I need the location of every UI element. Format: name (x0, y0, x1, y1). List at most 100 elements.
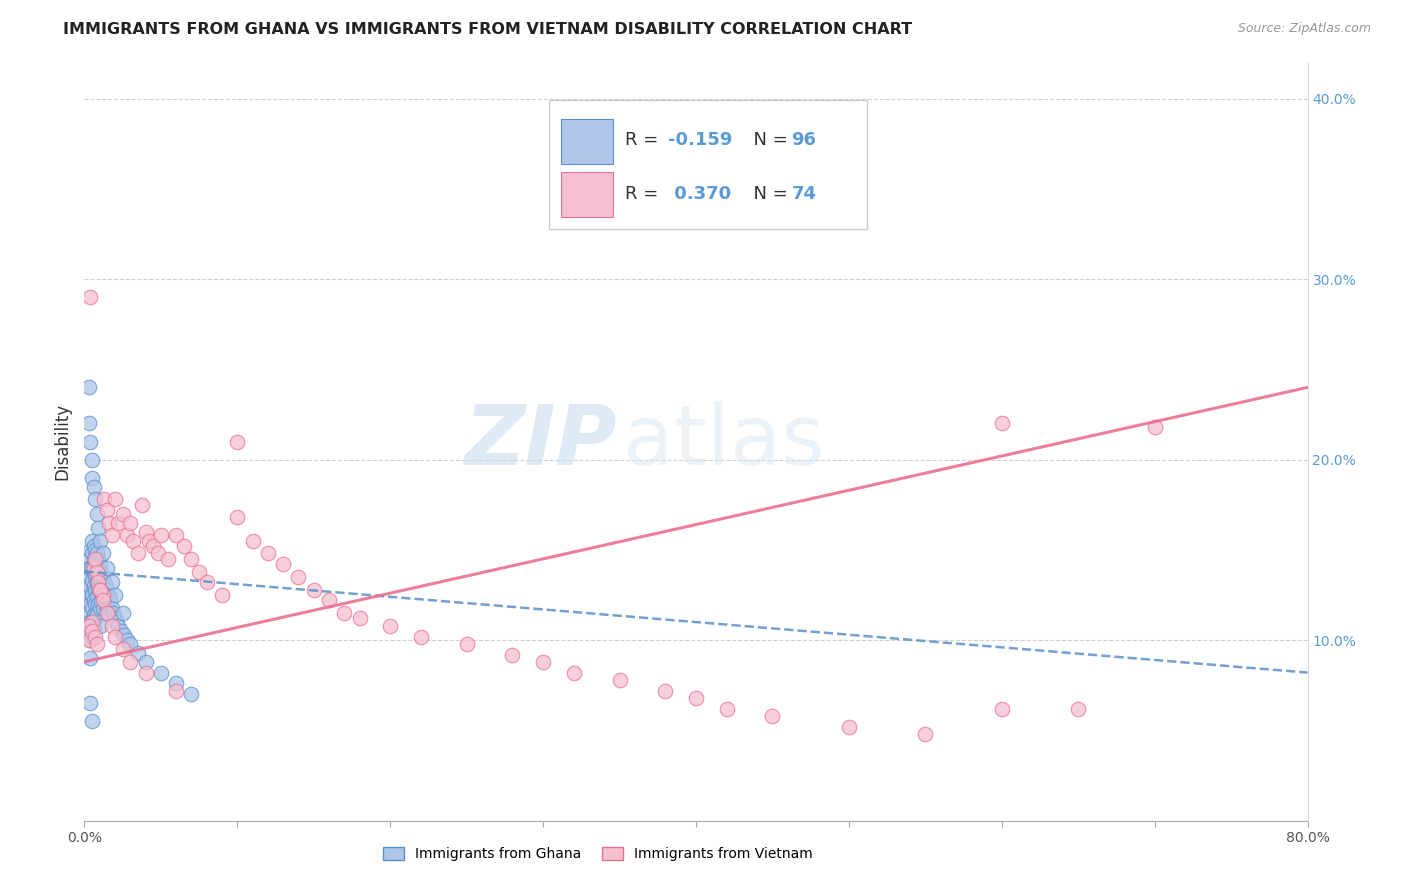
Point (97, 588, 120, 602)
Point (80, 533, 103, 548)
Point (103, 606, 125, 620)
FancyBboxPatch shape (561, 172, 613, 217)
Point (271, 558, 294, 572)
Point (87, 552, 110, 566)
Point (89, 618, 111, 632)
Point (502, 648, 524, 662)
Point (991, 702, 1014, 716)
Point (83, 539, 105, 553)
Point (86, 590, 108, 604)
Point (127, 646, 149, 660)
Point (76, 615, 98, 629)
Point (531, 655, 554, 669)
Point (96, 606, 118, 620)
Text: N =: N = (742, 185, 794, 202)
Point (105, 615, 128, 629)
Point (90, 595, 112, 609)
Point (180, 552, 202, 566)
Point (89, 582, 111, 597)
Point (333, 606, 356, 620)
Point (165, 676, 187, 690)
Point (120, 516, 142, 530)
Point (112, 628, 135, 642)
Point (84, 556, 107, 570)
Point (89, 582, 111, 597)
Point (115, 528, 138, 542)
Text: R =: R = (626, 131, 664, 149)
Point (80, 615, 103, 629)
Point (120, 655, 142, 669)
Point (87, 566, 110, 581)
Point (80, 574, 103, 588)
Point (87, 575, 110, 590)
Point (89, 570, 111, 584)
Text: IMMIGRANTS FROM GHANA VS IMMIGRANTS FROM VIETNAM DISABILITY CORRELATION CHART: IMMIGRANTS FROM GHANA VS IMMIGRANTS FROM… (63, 22, 912, 37)
Point (90, 565, 112, 579)
Point (94, 579, 117, 593)
Point (93, 492, 115, 507)
Point (91, 570, 114, 584)
Point (157, 552, 180, 566)
Text: -0.159: -0.159 (668, 131, 733, 149)
Point (77, 618, 100, 632)
Point (1067, 702, 1090, 716)
Point (257, 546, 280, 560)
Point (135, 655, 157, 669)
Point (89, 558, 111, 572)
Point (91, 600, 114, 615)
Text: ZIP: ZIP (464, 401, 616, 482)
Point (173, 539, 195, 553)
Point (90, 579, 112, 593)
Point (115, 633, 138, 648)
Point (111, 642, 134, 657)
Point (80, 588, 103, 602)
Text: N =: N = (742, 131, 794, 149)
Point (84, 611, 107, 625)
Point (104, 630, 127, 644)
Point (349, 611, 371, 625)
Point (80, 714, 103, 729)
Point (111, 606, 134, 620)
Point (79, 696, 101, 710)
Text: atlas: atlas (623, 401, 824, 482)
Point (135, 524, 157, 539)
Point (80, 630, 103, 644)
Point (165, 528, 187, 542)
Point (456, 637, 478, 651)
Point (77, 417, 100, 431)
Point (80, 452, 103, 467)
Point (83, 607, 105, 622)
Point (242, 533, 264, 548)
Point (107, 516, 129, 530)
Point (77, 561, 100, 575)
Point (89, 600, 111, 615)
Point (86, 507, 108, 521)
Point (86, 561, 108, 575)
Point (96, 582, 118, 597)
Point (562, 665, 585, 680)
Point (716, 702, 738, 716)
Point (79, 542, 101, 557)
Point (84, 492, 107, 507)
Point (1143, 420, 1166, 434)
Point (80, 561, 103, 575)
Point (120, 637, 142, 651)
Point (87, 581, 110, 595)
Point (80, 615, 103, 629)
Point (211, 588, 233, 602)
Point (107, 618, 129, 632)
Point (318, 593, 340, 607)
Point (80, 546, 103, 560)
Point (98, 593, 121, 607)
Point (914, 727, 936, 741)
Point (80, 470, 103, 484)
Point (79, 290, 101, 304)
Point (138, 533, 160, 548)
Text: 74: 74 (792, 185, 817, 202)
FancyBboxPatch shape (550, 100, 868, 229)
Point (149, 528, 172, 542)
Point (195, 575, 218, 590)
Point (380, 618, 402, 632)
Point (101, 618, 124, 632)
Point (77, 624, 100, 639)
